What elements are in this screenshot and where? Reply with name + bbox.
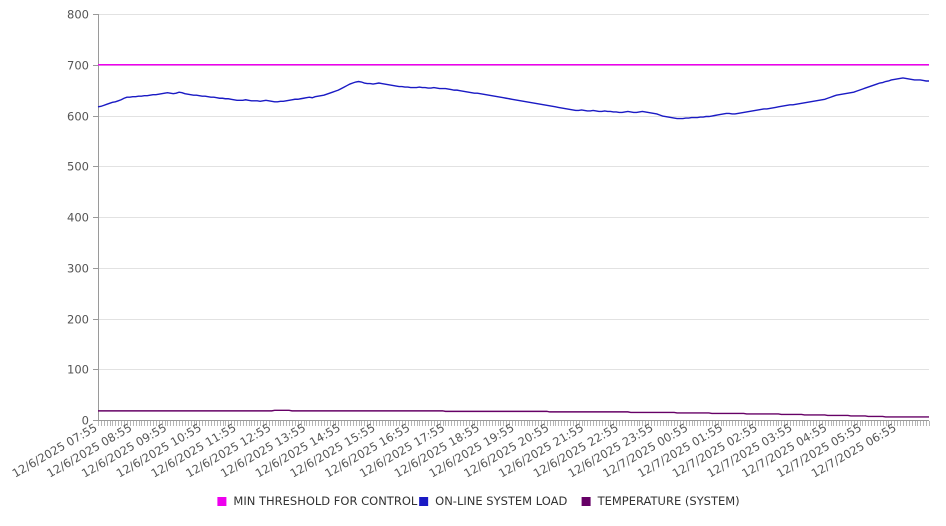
legend-label[interactable]: TEMPERATURE (SYSTEM) [597, 494, 740, 508]
y-axis [93, 14, 99, 421]
legend-label[interactable]: MIN THRESHOLD FOR CONTROL [233, 494, 417, 508]
y-tick-label: 700 [67, 59, 89, 73]
y-tick-label: 500 [67, 160, 89, 174]
legend-swatch [419, 497, 429, 506]
legend-label[interactable]: ON-LINE SYSTEM LOAD [435, 494, 567, 508]
y-tick-label: 0 [82, 414, 89, 428]
chart-legend: MIN THRESHOLD FOR CONTROL ON-LINE SYSTEM … [217, 494, 740, 508]
series-line [97, 77, 929, 120]
y-tick-label: 800 [67, 8, 89, 22]
legend-swatch [217, 497, 227, 506]
y-tick-label: 400 [67, 211, 89, 225]
y-tick-label: 200 [67, 313, 89, 327]
x-axis [98, 420, 930, 426]
gridlines [98, 14, 929, 370]
series-line [98, 409, 929, 418]
y-tick-labels: 0 100 200 300 400 500 600 700 800 [67, 8, 89, 428]
y-tick-label: 100 [67, 363, 89, 377]
y-tick-label: 600 [67, 110, 89, 124]
legend-swatch [581, 497, 591, 506]
y-tick-label: 300 [67, 262, 89, 276]
plot-series [97, 64, 929, 418]
